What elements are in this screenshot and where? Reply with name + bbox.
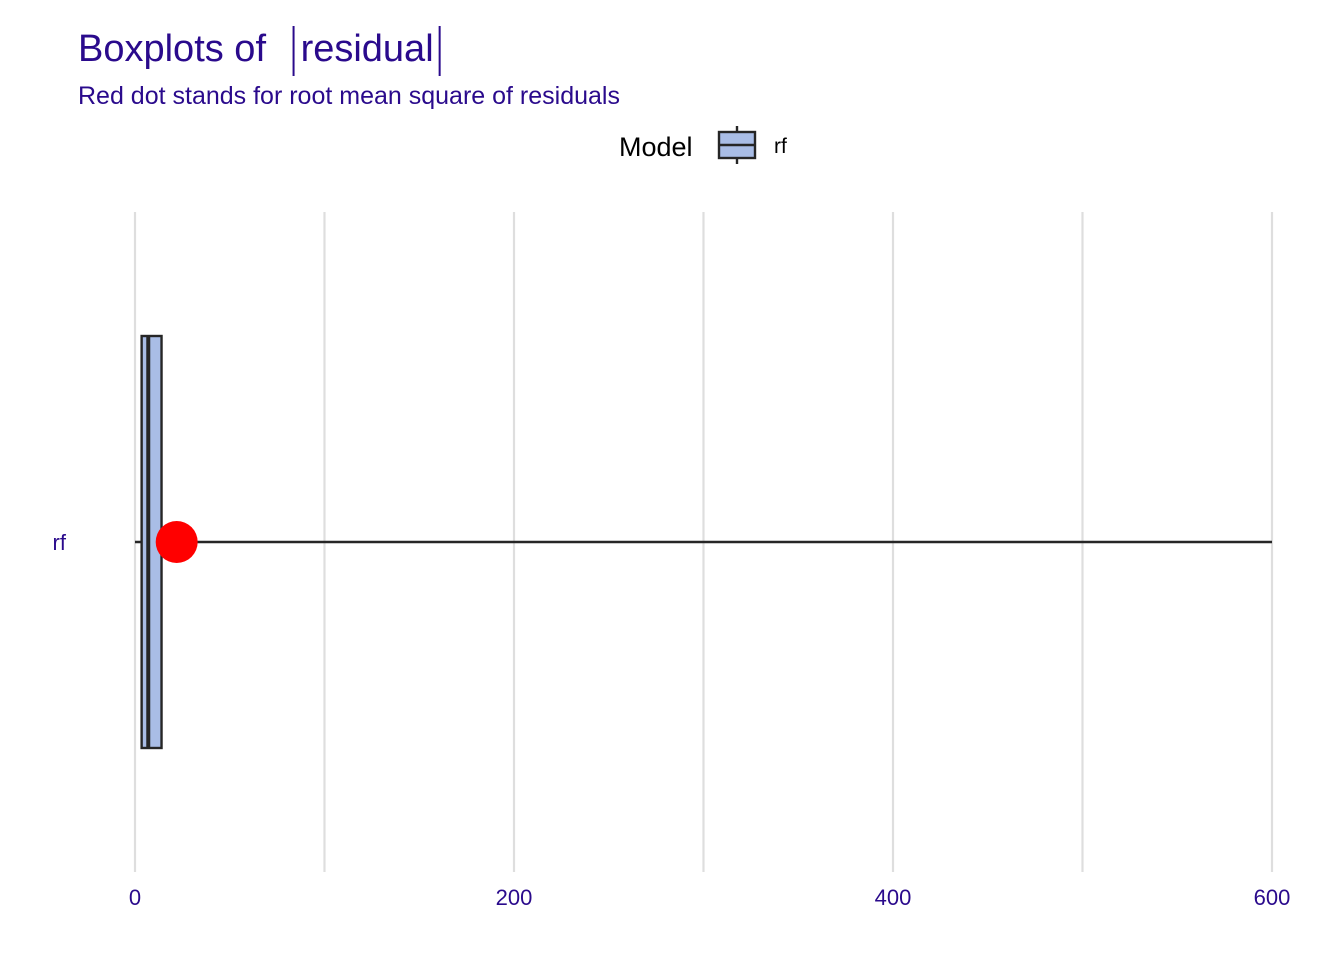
absolute-value-bars [292,26,441,76]
x-tick-label-0: 0 [129,885,141,910]
legend-label-rf: rf [774,135,787,158]
chart-title-prefix: Boxplots of [78,28,277,70]
rmse-point-rf [155,521,198,563]
legend-key-rf [717,126,757,164]
x-tick-label-400: 400 [875,885,912,910]
x-axis-labels: 0 200 400 600 [129,885,1290,910]
y-tick-label-rf: rf [53,530,67,555]
y-axis-labels: rf [53,530,67,555]
legend: Model rf [619,126,787,164]
legend-title: Model [619,132,693,162]
chart-title-variable: residual [301,28,434,70]
chart-subtitle: Red dot stands for root mean square of r… [78,82,620,110]
x-tick-label-200: 200 [496,885,533,910]
chart-title: Boxplots of residual [78,28,434,70]
plot-area [135,334,1272,750]
x-tick-label-600: 600 [1254,885,1291,910]
